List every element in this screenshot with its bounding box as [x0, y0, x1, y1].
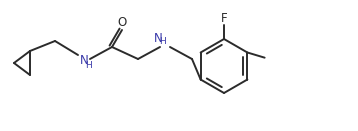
Text: O: O: [117, 17, 127, 29]
Text: F: F: [221, 12, 227, 26]
Text: H: H: [160, 37, 166, 47]
Text: H: H: [86, 61, 92, 70]
Text: N: N: [79, 54, 88, 67]
Text: N: N: [154, 31, 163, 45]
